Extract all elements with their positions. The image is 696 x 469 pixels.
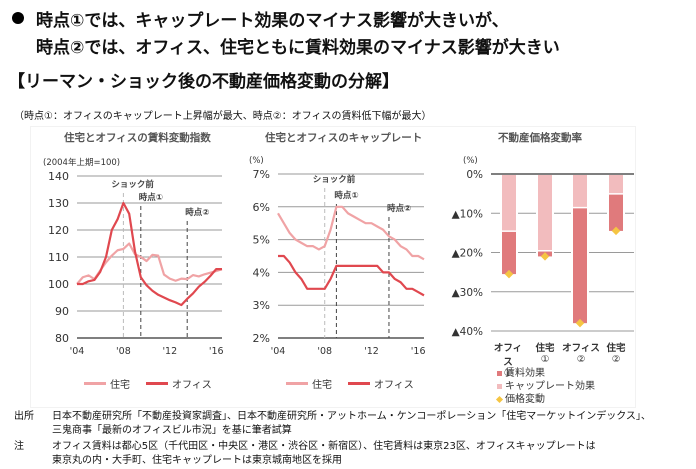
svg-text:ショック前: ショック前 [111, 179, 154, 190]
category-label-office-2: オフィス ② [562, 343, 600, 365]
legend-swatch-residential [286, 382, 308, 385]
svg-text:▲10%: ▲10% [452, 208, 483, 220]
svg-text:'16: '16 [411, 346, 426, 357]
svg-text:'04: '04 [271, 346, 286, 357]
svg-text:6%: 6% [253, 201, 270, 214]
category-label-office-1: オフィス ① [493, 343, 523, 379]
svg-text:130: 130 [48, 197, 69, 210]
chart1-unit: (2004年上期=100) [43, 158, 121, 168]
legend-swatch-office [146, 382, 168, 385]
note-line-2: 東京丸の内・大手町、住宅キャップレートは東京城南地区を採用 [52, 455, 342, 466]
svg-text:時点②: 時点② [185, 207, 209, 218]
legend-label-office: オフィス [374, 380, 414, 391]
chart2-unit: (%) [249, 156, 264, 166]
chart2-legend: 住宅 オフィス [286, 376, 414, 391]
svg-text:▲20%: ▲20% [452, 248, 483, 260]
svg-text:'12: '12 [364, 346, 379, 357]
svg-text:時点②: 時点② [387, 203, 411, 214]
category-label-residential-1: 住宅 ① [535, 343, 555, 365]
svg-text:90: 90 [55, 305, 69, 318]
note-label: 注 [14, 441, 24, 452]
headline-line-1: 時点①では、キャップレート効果のマイナス影響が大きいが、 [36, 11, 509, 31]
svg-text:▲30%: ▲30% [452, 287, 483, 299]
svg-text:110: 110 [48, 251, 69, 264]
svg-text:120: 120 [48, 224, 69, 237]
legend-swatch-rent-effect [497, 370, 502, 376]
svg-text:0%: 0% [466, 169, 483, 181]
svg-text:4%: 4% [253, 266, 270, 279]
svg-text:'16: '16 [209, 346, 224, 357]
source-label: 出所 [14, 411, 34, 422]
svg-text:時点①: 時点① [334, 190, 358, 201]
source-line-2: 三鬼商事「最新のオフィスビル市況」を基に筆者試算 [52, 425, 292, 436]
svg-text:5%: 5% [253, 234, 270, 247]
legend-swatch-residential [84, 382, 106, 385]
legend-caprate-effect: キャップレート効果 [497, 377, 595, 392]
legend-swatch-office [348, 382, 370, 385]
svg-text:3%: 3% [253, 299, 270, 312]
legend-label-office: オフィス [172, 380, 212, 391]
svg-text:'08: '08 [116, 346, 131, 357]
chart2-title: 住宅とオフィスのキャップレート [265, 132, 423, 144]
charts-panel [30, 126, 636, 408]
footnote-cont: 東京丸の内・大手町、住宅キャップレートは東京城南地区を採用 [14, 451, 342, 466]
note-line-1: オフィス賃料は都心5区（千代田区・中央区・港区・渋谷区・新宿区）、住宅賃料は東京… [52, 441, 596, 452]
chart3-title: 不動産価格変動率 [498, 132, 582, 144]
legend-price-change: 価格変動 [495, 390, 545, 405]
legend-swatch-caprate-effect [497, 383, 502, 389]
subnote: （時点①：オフィスのキャップレート上昇幅が最大、時点②：オフィスの賃料低下幅が最… [14, 111, 432, 122]
category-label-residential-2: 住宅 ② [606, 343, 626, 365]
footnote: 注 オフィス賃料は都心5区（千代田区・中央区・港区・渋谷区・新宿区）、住宅賃料は東… [14, 437, 596, 452]
svg-text:'12: '12 [162, 346, 177, 357]
svg-text:ショック前: ショック前 [313, 174, 356, 185]
chart3-unit: (%) [463, 156, 478, 166]
svg-text:80: 80 [55, 332, 69, 345]
svg-text:140: 140 [48, 170, 69, 183]
svg-text:7%: 7% [253, 168, 270, 181]
legend-rent-effect: 賃料効果 [497, 364, 545, 379]
legend-label-residential: 住宅 [312, 380, 332, 391]
svg-text:時点①: 時点① [139, 192, 163, 203]
section-title: 【リーマン・ショック後の不動産価格変動の分解】 [8, 72, 399, 92]
svg-text:100: 100 [48, 278, 69, 291]
chart1-legend: 住宅 オフィス [84, 376, 212, 391]
svg-text:2%: 2% [253, 332, 270, 345]
bullet-icon [12, 12, 24, 24]
source-line-1: 日本不動産研究所「不動産投資家調査」、日本不動産研究所・アットホーム・ケンコーポ… [52, 411, 651, 422]
svg-text:'04: '04 [70, 346, 85, 357]
legend-label-residential: 住宅 [110, 380, 130, 391]
source-note-cont: 三鬼商事「最新のオフィスビル市況」を基に筆者試算 [14, 421, 292, 436]
legend-diamond-icon [495, 395, 504, 403]
source-note: 出所 日本不動産研究所「不動産投資家調査」、日本不動産研究所・アットホーム・ケンコ… [14, 407, 651, 422]
headline-line-2: 時点②では、オフィス、住宅ともに賃料効果のマイナス影響が大きい [36, 38, 560, 58]
svg-text:'08: '08 [317, 346, 332, 357]
svg-text:▲40%: ▲40% [452, 326, 483, 338]
chart1-title: 住宅とオフィスの賃料変動指数 [64, 132, 211, 144]
